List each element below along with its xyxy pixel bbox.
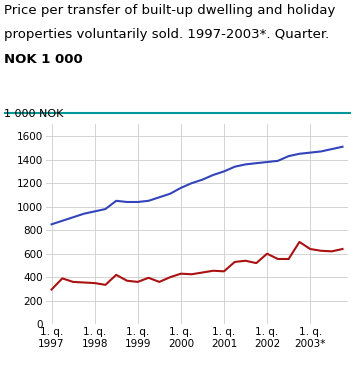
Holiday (286, 257, 291, 261)
Dwelling (71, 215, 75, 219)
Dwelling (103, 207, 108, 211)
Dwelling (276, 159, 280, 163)
Dwelling (244, 162, 248, 167)
Holiday (103, 283, 108, 287)
Holiday (157, 280, 162, 284)
Dwelling (157, 195, 162, 199)
Dwelling (319, 149, 323, 154)
Dwelling (136, 200, 140, 204)
Dwelling (297, 152, 301, 156)
Dwelling (190, 181, 194, 185)
Dwelling (114, 199, 118, 203)
Line: Holiday: Holiday (51, 242, 343, 290)
Holiday (319, 248, 323, 253)
Holiday (125, 279, 129, 283)
Dwelling (340, 144, 345, 149)
Holiday (114, 273, 118, 277)
Text: NOK 1 000: NOK 1 000 (4, 53, 82, 66)
Holiday (297, 240, 301, 244)
Dwelling (168, 192, 172, 196)
Holiday (179, 271, 183, 276)
Holiday (136, 280, 140, 284)
Holiday (82, 280, 86, 285)
Dwelling (222, 169, 226, 174)
Holiday (254, 261, 258, 265)
Line: Dwelling: Dwelling (51, 147, 343, 224)
Holiday (146, 276, 151, 280)
Dwelling (146, 199, 151, 203)
Dwelling (125, 200, 129, 204)
Dwelling (211, 173, 215, 177)
Dwelling (179, 185, 183, 190)
Holiday (222, 269, 226, 274)
Holiday (340, 247, 345, 251)
Dwelling (329, 147, 334, 151)
Holiday (71, 280, 75, 284)
Dwelling (308, 150, 312, 155)
Dwelling (200, 178, 204, 182)
Dwelling (254, 161, 258, 166)
Dwelling (49, 222, 54, 227)
Text: 1 000 NOK: 1 000 NOK (4, 109, 63, 119)
Dwelling (82, 211, 86, 216)
Holiday (190, 272, 194, 277)
Text: Price per transfer of built-up dwelling and holiday: Price per transfer of built-up dwelling … (4, 4, 335, 17)
Dwelling (60, 219, 65, 223)
Dwelling (286, 154, 291, 158)
Dwelling (93, 209, 97, 214)
Holiday (211, 268, 215, 273)
Holiday (49, 287, 54, 292)
Holiday (233, 260, 237, 264)
Text: properties voluntarily sold. 1997-2003*. Quarter.: properties voluntarily sold. 1997-2003*.… (4, 28, 329, 41)
Holiday (329, 249, 334, 254)
Holiday (265, 251, 269, 256)
Holiday (200, 270, 204, 275)
Holiday (60, 276, 65, 280)
Holiday (276, 257, 280, 261)
Dwelling (233, 164, 237, 169)
Holiday (244, 259, 248, 263)
Holiday (308, 247, 312, 251)
Dwelling (265, 160, 269, 164)
Holiday (168, 275, 172, 279)
Holiday (93, 281, 97, 285)
